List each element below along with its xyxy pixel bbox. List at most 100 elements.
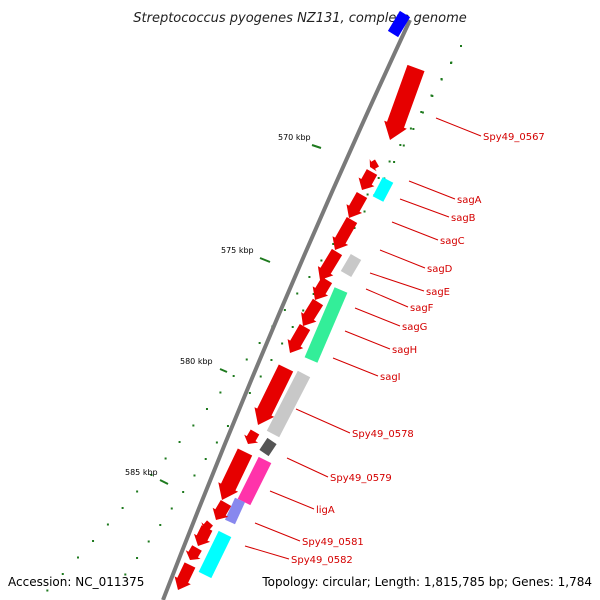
leader-line [379,249,426,269]
gene-label-spy49-0579: Spy49_0579 [330,473,392,484]
leader-line [254,522,301,542]
gene-cyan-saga [372,177,394,202]
leader-line [399,198,450,218]
gene-sag-f [301,298,324,326]
leader-line [332,357,379,377]
gene-spy49-0579-small [244,429,260,444]
outer-tick [399,144,402,146]
outer-tick [121,507,124,509]
outer-tick [61,573,64,575]
gene-label-sagi: sagI [380,372,401,383]
gene-sag-e [312,276,333,300]
gene-label-sagd: sagD [427,264,453,275]
gene-sag-g [304,287,348,363]
gene-sag-b [346,192,368,218]
inner-tick [393,161,396,163]
inner-tick [124,573,127,576]
gene-label-liga: ligA [316,505,335,516]
kbp-tick [159,479,169,485]
outer-tick [283,309,286,311]
gene-blue [387,10,411,38]
inner-tick [291,326,294,328]
kbp-label: 575 kbp [221,246,254,255]
kbp-label: 585 kbp [125,468,158,477]
leader-line [365,288,409,308]
gene-spy49-0578 [254,364,294,425]
inner-tick [226,425,229,427]
inner-tick [363,210,366,213]
outer-tick [150,474,153,476]
inner-tick [450,62,452,64]
outer-tick [164,457,167,460]
gene-dark [259,437,277,457]
inner-tick [136,557,139,559]
label-leader-lines [244,117,482,560]
gene-sag-a [358,169,378,190]
leader-line [408,180,456,200]
gene-spy49-0581 [212,500,232,520]
outer-tick [308,276,311,278]
inner-tick [421,111,424,114]
gene-label-sagf: sagF [410,303,434,314]
outer-tick [92,540,95,542]
map-title: Streptococcus pyogenes NZ131, complete g… [133,11,467,26]
gene-labels: Spy49_0567 sagA sagB sagC sagD sagE sagF sagG sa… [291,132,545,566]
outer-tick [258,342,261,344]
gene-label-spy49-0578: Spy49_0578 [352,429,414,440]
gene-features [174,10,425,590]
outer-tick [232,375,235,377]
inner-tick [353,227,356,229]
gene-spy49-0567 [384,64,425,140]
outer-tick [245,358,248,361]
outer-tick [320,259,323,262]
gene-lig-a-strand [218,448,253,500]
outer-tick [377,177,380,179]
gene-spy49-0578-gray [266,370,311,438]
inner-tick [159,524,162,526]
gene-bottom-1 [185,545,202,560]
inner-tick [215,441,218,444]
outer-tick [409,127,412,130]
gene-sag-c [332,217,358,250]
leader-line [295,408,351,434]
genome-backbone [161,19,412,600]
outer-tick [178,441,181,443]
inner-tick [270,359,273,361]
inner-tick [312,293,315,295]
gene-spy49-0582 [194,525,213,546]
kbp-label: 570 kbp [278,133,311,142]
inner-tick [281,342,284,345]
outer-tick [420,111,423,113]
gene-label-sagc: sagC [440,236,465,247]
gene-cyan-bottom [198,530,232,579]
inner-tick [259,375,262,378]
gene-label-sagh: sagH [392,345,417,356]
inner-tick [147,540,150,543]
leader-line [354,307,401,327]
gene-ligA [237,456,272,506]
inner-tick [440,78,443,81]
leader-line [391,221,439,241]
gene-small [369,159,379,172]
leader-line [244,545,290,560]
leader-line [369,272,425,292]
inner-tick [302,309,305,312]
outer-tick [106,523,109,526]
outer-tick [460,45,462,47]
inner-tick [170,507,173,510]
inner-tick [182,491,185,493]
outer-tick [366,193,369,196]
gene-label-sage: sagE [426,287,450,298]
gene-label-sagg: sagG [402,322,427,333]
gene-sag-d-strand [317,248,343,280]
outer-tick [76,556,79,559]
gene-sag-d [340,254,362,277]
gene-label-saga: sagA [457,195,482,206]
kbp-tick [311,144,322,149]
kbp-label: 580 kbp [180,357,213,366]
outer-tick [219,391,222,394]
outer-tick [296,292,299,295]
accession-text: Accession: NC_011375 [8,575,144,589]
